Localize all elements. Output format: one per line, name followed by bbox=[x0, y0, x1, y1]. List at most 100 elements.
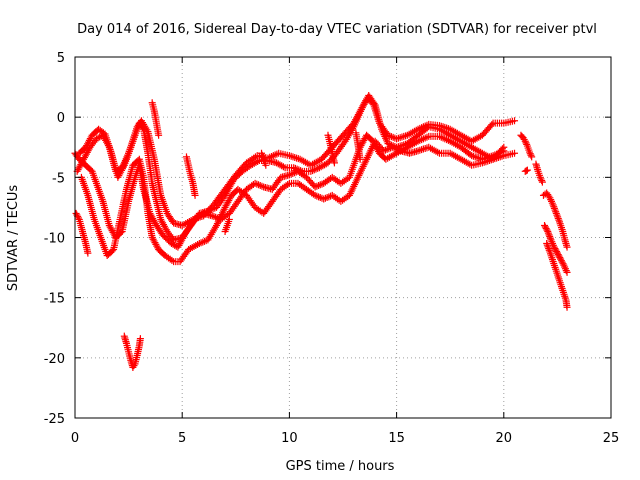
data-point bbox=[311, 183, 319, 191]
data-point bbox=[545, 245, 553, 253]
data-point bbox=[558, 258, 566, 266]
data-point bbox=[321, 194, 329, 202]
data-point bbox=[527, 151, 535, 159]
data-point bbox=[316, 194, 324, 202]
y-tick-label: -25 bbox=[44, 412, 65, 427]
x-tick-label: 25 bbox=[603, 431, 620, 446]
data-point bbox=[195, 240, 203, 248]
data-point bbox=[546, 234, 554, 242]
data-point bbox=[289, 169, 297, 177]
data-point bbox=[544, 229, 552, 237]
data-point bbox=[390, 144, 398, 152]
data-point bbox=[543, 240, 551, 248]
x-tick-label: 0 bbox=[71, 431, 79, 446]
data-point bbox=[563, 243, 571, 251]
series-E bbox=[72, 209, 92, 257]
data-point bbox=[552, 209, 560, 217]
series-L bbox=[352, 129, 364, 163]
series-K bbox=[324, 131, 338, 167]
data-point bbox=[386, 132, 394, 140]
data-point bbox=[528, 153, 536, 161]
y-tick-label: -10 bbox=[44, 232, 65, 247]
data-point bbox=[313, 192, 321, 200]
data-point bbox=[311, 191, 319, 199]
data-point bbox=[551, 206, 559, 214]
data-point bbox=[511, 149, 519, 157]
data-point bbox=[212, 213, 220, 221]
data-point bbox=[323, 194, 331, 202]
data-point bbox=[253, 180, 261, 188]
data-point bbox=[119, 163, 127, 171]
data-point bbox=[199, 238, 207, 246]
data-point bbox=[307, 167, 315, 175]
data-point bbox=[356, 155, 364, 163]
grid bbox=[75, 57, 611, 418]
x-tick-label: 5 bbox=[178, 431, 186, 446]
series-G bbox=[148, 99, 163, 139]
data-point bbox=[313, 182, 321, 190]
series-D bbox=[71, 131, 508, 251]
y-tick-label: 0 bbox=[57, 111, 65, 126]
data-point bbox=[522, 167, 530, 175]
data-point bbox=[251, 179, 259, 187]
data-point bbox=[136, 335, 144, 343]
data-point bbox=[543, 241, 551, 249]
data-point bbox=[552, 246, 560, 254]
data-point bbox=[197, 239, 205, 247]
data-point bbox=[168, 256, 176, 264]
series-O bbox=[532, 160, 546, 186]
data-point bbox=[383, 145, 391, 153]
data-point bbox=[225, 215, 233, 223]
series-P bbox=[539, 189, 571, 251]
data-point bbox=[544, 243, 552, 251]
data-point bbox=[556, 254, 564, 262]
data-point bbox=[285, 171, 293, 179]
data-point bbox=[553, 249, 561, 257]
data-point bbox=[381, 146, 389, 154]
data-point bbox=[385, 145, 393, 153]
y-tick-label: -15 bbox=[44, 292, 65, 307]
x-tick-label: 20 bbox=[496, 431, 513, 446]
data-point bbox=[543, 226, 551, 234]
data-point bbox=[557, 255, 565, 263]
data-point bbox=[553, 248, 561, 256]
series-I bbox=[221, 215, 233, 235]
data-point bbox=[262, 161, 270, 169]
y-tick-label: -20 bbox=[44, 352, 65, 367]
data-point bbox=[557, 257, 565, 265]
data-point bbox=[511, 117, 519, 125]
data-point bbox=[388, 143, 396, 151]
data-point bbox=[555, 252, 563, 260]
data-point bbox=[387, 133, 395, 141]
data-point bbox=[84, 249, 92, 257]
data-point bbox=[256, 182, 264, 190]
y-tick-label: -5 bbox=[52, 171, 65, 186]
data-point bbox=[200, 237, 208, 245]
data-point bbox=[191, 191, 199, 199]
data-point bbox=[545, 231, 553, 239]
data-point bbox=[312, 165, 320, 173]
data-point bbox=[155, 131, 163, 139]
data-point bbox=[550, 203, 558, 211]
data-point bbox=[538, 177, 546, 185]
data-point bbox=[555, 216, 563, 224]
data-point bbox=[550, 243, 558, 251]
x-axis-label: GPS time / hours bbox=[286, 459, 395, 474]
data-point bbox=[316, 181, 324, 189]
data-point bbox=[310, 166, 318, 174]
data-point bbox=[550, 204, 558, 212]
data-point bbox=[340, 139, 348, 147]
data-point bbox=[384, 140, 392, 148]
data-point bbox=[309, 167, 317, 175]
data-points bbox=[71, 92, 571, 371]
data-point bbox=[551, 245, 559, 253]
data-point bbox=[537, 175, 545, 183]
data-point bbox=[549, 201, 557, 209]
data-point bbox=[526, 148, 534, 156]
x-tick-label: 15 bbox=[388, 431, 405, 446]
data-point bbox=[552, 208, 560, 216]
data-point bbox=[290, 164, 298, 172]
data-point bbox=[536, 173, 544, 181]
